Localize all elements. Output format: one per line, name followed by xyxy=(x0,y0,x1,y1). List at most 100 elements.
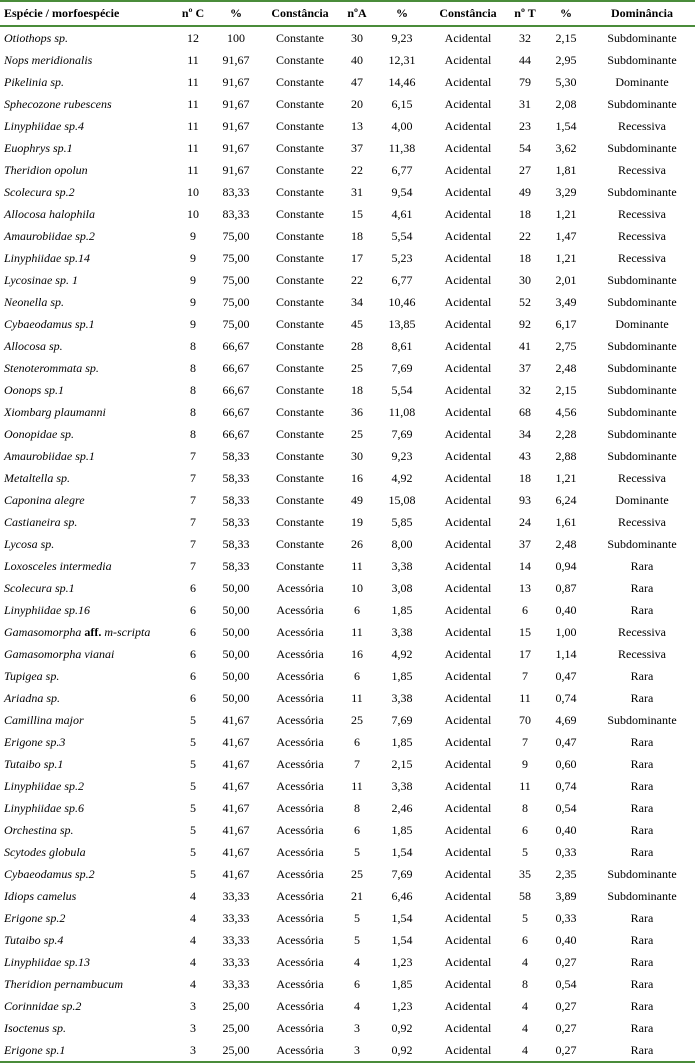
cell-pt: 0,27 xyxy=(543,1039,589,1062)
cell-species: Loxosceles intermedia xyxy=(0,555,175,577)
cell-na: 21 xyxy=(339,885,375,907)
cell-nc: 5 xyxy=(175,775,211,797)
cell-consta: Acidental xyxy=(429,247,507,269)
cell-consta: Acidental xyxy=(429,26,507,49)
cell-pc: 91,67 xyxy=(211,159,261,181)
cell-pt: 1,14 xyxy=(543,643,589,665)
cell-nc: 7 xyxy=(175,467,211,489)
cell-dom: Subdominante xyxy=(589,863,695,885)
cell-pc: 33,33 xyxy=(211,885,261,907)
cell-pc: 58,33 xyxy=(211,467,261,489)
header-consta: Constância xyxy=(429,1,507,26)
cell-consta: Acidental xyxy=(429,995,507,1017)
cell-pa: 15,08 xyxy=(375,489,429,511)
cell-pa: 9,54 xyxy=(375,181,429,203)
cell-consta: Acidental xyxy=(429,511,507,533)
cell-pc: 66,67 xyxy=(211,335,261,357)
header-na: nºA xyxy=(339,1,375,26)
cell-species: Nops meridionalis xyxy=(0,49,175,71)
cell-consta: Acidental xyxy=(429,115,507,137)
table-row: Castianeira sp.758,33Constante195,85Acid… xyxy=(0,511,695,533)
cell-dom: Rara xyxy=(589,929,695,951)
cell-species: Linyphiidae sp.6 xyxy=(0,797,175,819)
cell-pc: 83,33 xyxy=(211,181,261,203)
cell-nc: 6 xyxy=(175,643,211,665)
cell-nt: 6 xyxy=(507,599,543,621)
cell-pa: 3,38 xyxy=(375,555,429,577)
cell-consta: Acidental xyxy=(429,643,507,665)
cell-consta: Acidental xyxy=(429,93,507,115)
cell-pc: 58,33 xyxy=(211,511,261,533)
cell-na: 8 xyxy=(339,797,375,819)
cell-pc: 75,00 xyxy=(211,269,261,291)
cell-pc: 25,00 xyxy=(211,995,261,1017)
cell-pt: 2,08 xyxy=(543,93,589,115)
cell-na: 10 xyxy=(339,577,375,599)
cell-species: Isoctenus sp. xyxy=(0,1017,175,1039)
cell-nc: 4 xyxy=(175,885,211,907)
cell-pa: 8,61 xyxy=(375,335,429,357)
cell-nt: 37 xyxy=(507,357,543,379)
table-row: Allocosa sp.866,67Constante288,61Acident… xyxy=(0,335,695,357)
cell-species: Gamasomorpha vianai xyxy=(0,643,175,665)
cell-species: Oonops sp.1 xyxy=(0,379,175,401)
header-species: Espécie / morfoespécie xyxy=(0,1,175,26)
cell-consta: Acidental xyxy=(429,973,507,995)
cell-constc: Acessória xyxy=(261,665,339,687)
table-row: Gamasomorpha vianai650,00Acessória164,92… xyxy=(0,643,695,665)
cell-consta: Acidental xyxy=(429,621,507,643)
cell-consta: Acidental xyxy=(429,181,507,203)
cell-na: 47 xyxy=(339,71,375,93)
cell-pc: 50,00 xyxy=(211,665,261,687)
cell-species: Pikelinia sp. xyxy=(0,71,175,93)
cell-nc: 11 xyxy=(175,137,211,159)
cell-na: 6 xyxy=(339,599,375,621)
cell-constc: Constante xyxy=(261,357,339,379)
cell-species: Linyphiidae sp.4 xyxy=(0,115,175,137)
cell-pa: 1,23 xyxy=(375,951,429,973)
cell-dom: Subdominante xyxy=(589,269,695,291)
cell-pc: 33,33 xyxy=(211,929,261,951)
cell-pt: 2,75 xyxy=(543,335,589,357)
cell-pt: 1,61 xyxy=(543,511,589,533)
cell-pc: 66,67 xyxy=(211,379,261,401)
header-dom: Dominância xyxy=(589,1,695,26)
table-row: Linyphiidae sp.2541,67Acessória113,38Aci… xyxy=(0,775,695,797)
cell-pt: 6,24 xyxy=(543,489,589,511)
cell-constc: Constante xyxy=(261,533,339,555)
cell-pa: 13,85 xyxy=(375,313,429,335)
cell-pt: 1,21 xyxy=(543,467,589,489)
cell-dom: Rara xyxy=(589,577,695,599)
cell-species: Gamasomorpha aff. m-scripta xyxy=(0,621,175,643)
cell-constc: Constante xyxy=(261,203,339,225)
cell-pc: 33,33 xyxy=(211,907,261,929)
header-nt: nº T xyxy=(507,1,543,26)
cell-pa: 1,85 xyxy=(375,731,429,753)
cell-na: 4 xyxy=(339,951,375,973)
cell-consta: Acidental xyxy=(429,401,507,423)
cell-pa: 9,23 xyxy=(375,445,429,467)
cell-dom: Rara xyxy=(589,555,695,577)
cell-pa: 11,38 xyxy=(375,137,429,159)
cell-nt: 17 xyxy=(507,643,543,665)
cell-pt: 2,15 xyxy=(543,26,589,49)
cell-dom: Subdominante xyxy=(589,423,695,445)
cell-na: 31 xyxy=(339,181,375,203)
cell-nt: 68 xyxy=(507,401,543,423)
cell-nc: 8 xyxy=(175,379,211,401)
cell-constc: Acessória xyxy=(261,885,339,907)
cell-pa: 1,85 xyxy=(375,973,429,995)
table-row: Loxosceles intermedia758,33Constante113,… xyxy=(0,555,695,577)
cell-dom: Rara xyxy=(589,819,695,841)
cell-dom: Subdominante xyxy=(589,181,695,203)
table-row: Scytodes globula541,67Acessória51,54Acid… xyxy=(0,841,695,863)
cell-na: 6 xyxy=(339,665,375,687)
cell-pa: 3,38 xyxy=(375,621,429,643)
cell-constc: Acessória xyxy=(261,731,339,753)
cell-consta: Acidental xyxy=(429,335,507,357)
cell-na: 11 xyxy=(339,555,375,577)
cell-consta: Acidental xyxy=(429,819,507,841)
cell-nc: 5 xyxy=(175,709,211,731)
cell-constc: Constante xyxy=(261,335,339,357)
cell-pc: 66,67 xyxy=(211,423,261,445)
